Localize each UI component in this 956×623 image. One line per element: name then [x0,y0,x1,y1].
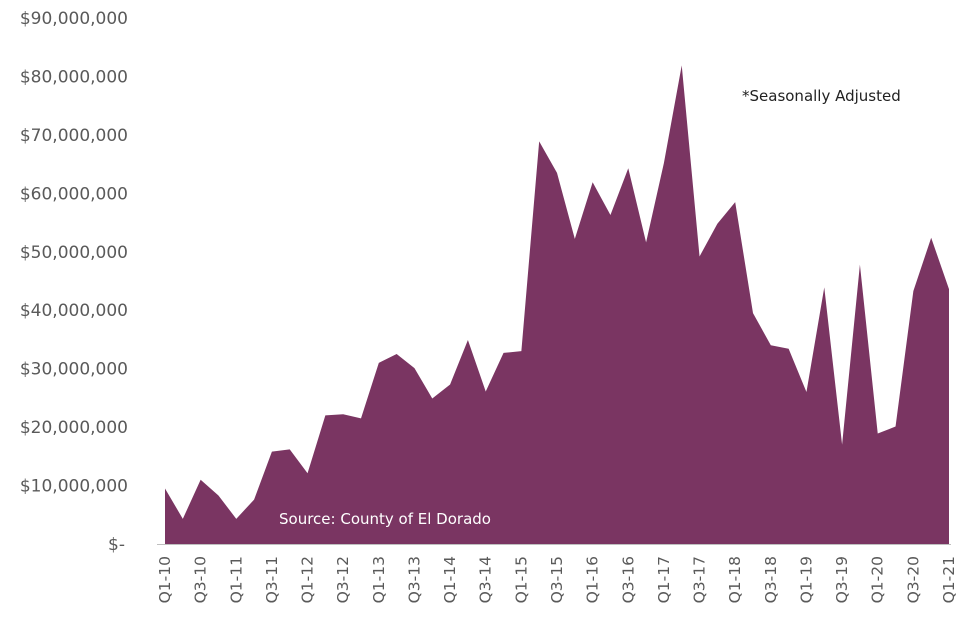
x-tick-label: Q3-18 [762,556,780,603]
x-tick-label: Q1-11 [227,556,245,603]
x-tick-label: Q3-11 [263,556,281,603]
seasonally-adjusted-note: *Seasonally Adjusted [742,87,901,105]
x-tick-label: Q3-20 [904,556,922,603]
x-tick-label: Q3-14 [477,556,495,603]
x-tick-label: Q1-18 [726,556,744,603]
x-tick-label: Q1-13 [370,556,388,603]
y-tick-label: $70,000,000 [20,126,128,146]
x-tick-label: Q3-17 [691,556,709,603]
x-tick-label: Q3-16 [619,556,637,603]
x-axis: Q1-10 Q3-10 Q1-11 Q3-11 Q1-12 Q3-12 Q1-13 Q3-13… [156,556,956,603]
x-tick-label: Q1-16 [584,556,602,603]
x-tick-label: Q1-19 [798,556,816,603]
y-tick-label: $60,000,000 [20,184,128,204]
x-tick-label: Q1-15 [512,556,530,603]
y-tick-label: $40,000,000 [20,301,128,321]
x-tick-label: Q1-10 [156,556,174,603]
x-tick-label: Q3-19 [833,556,851,603]
plot-area [165,65,949,544]
x-tick-label: Q1-12 [299,556,317,603]
x-tick-label: Q1-17 [655,556,673,603]
y-axis: $- $10,000,000 $20,000,000 $30,000,000 $40,0… [20,9,128,555]
source-note: Source: County of El Dorado [279,510,491,528]
x-tick-label: Q1-14 [441,556,459,603]
x-tick-label: Q3-13 [406,556,424,603]
y-tick-label: $- [108,535,125,555]
x-tick-label: Q3-12 [334,556,352,603]
x-tick-label: Q3-15 [548,556,566,603]
y-tick-label: $20,000,000 [20,418,128,438]
y-tick-label: $80,000,000 [20,67,128,87]
y-tick-label: $30,000,000 [20,360,128,380]
y-tick-label: $10,000,000 [20,477,128,497]
x-tick-label: Q3-10 [192,556,210,603]
x-tick-label: Q1-21 [940,556,956,603]
y-tick-label: $90,000,000 [20,9,128,29]
y-tick-label: $50,000,000 [20,243,128,263]
series-area [165,65,949,544]
x-tick-label: Q1-20 [869,556,887,603]
